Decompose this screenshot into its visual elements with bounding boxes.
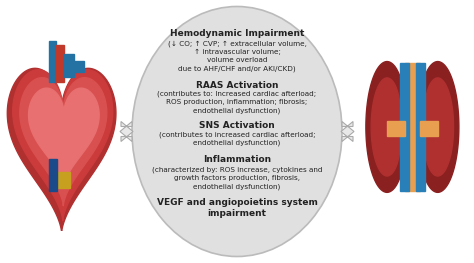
Polygon shape — [341, 122, 354, 141]
Polygon shape — [20, 78, 107, 206]
Polygon shape — [400, 63, 409, 191]
Polygon shape — [56, 45, 64, 82]
Text: (contributes to increased cardiac afterload;
endothelial dysfunction): (contributes to increased cardiac afterl… — [159, 132, 315, 146]
Text: RAAS Activation: RAAS Activation — [196, 80, 278, 89]
Polygon shape — [416, 63, 425, 191]
Polygon shape — [387, 121, 404, 136]
Polygon shape — [120, 122, 133, 141]
Polygon shape — [74, 61, 84, 72]
Polygon shape — [28, 88, 99, 187]
Text: Inflammation: Inflammation — [203, 155, 271, 164]
Polygon shape — [49, 41, 56, 82]
Text: VEGF and angiopoietins system
impairment: VEGF and angiopoietins system impairment — [156, 198, 318, 218]
Text: (characterized by: ROS increase, cytokines and
growth factors production, fibros: (characterized by: ROS increase, cytokin… — [152, 166, 322, 190]
Text: (contributes to: Increased cardiac afterload;
ROS production, inflammation; fibr: (contributes to: Increased cardiac after… — [157, 90, 317, 114]
Polygon shape — [371, 78, 401, 176]
Ellipse shape — [132, 7, 342, 256]
Polygon shape — [13, 70, 113, 221]
Polygon shape — [424, 78, 454, 176]
Polygon shape — [366, 62, 405, 192]
Polygon shape — [49, 159, 57, 191]
Polygon shape — [420, 121, 438, 136]
Polygon shape — [57, 172, 70, 188]
Polygon shape — [404, 63, 420, 191]
Polygon shape — [420, 62, 459, 192]
Polygon shape — [7, 68, 116, 232]
Polygon shape — [64, 54, 74, 77]
Text: SNS Activation: SNS Activation — [199, 120, 275, 129]
Text: Hemodynamic Impairment: Hemodynamic Impairment — [170, 28, 304, 38]
Text: (↓ CO; ↑ CVP; ↑ extracellular volume,
↑ intravascular volume;
volume overload
du: (↓ CO; ↑ CVP; ↑ extracellular volume, ↑ … — [168, 40, 306, 72]
